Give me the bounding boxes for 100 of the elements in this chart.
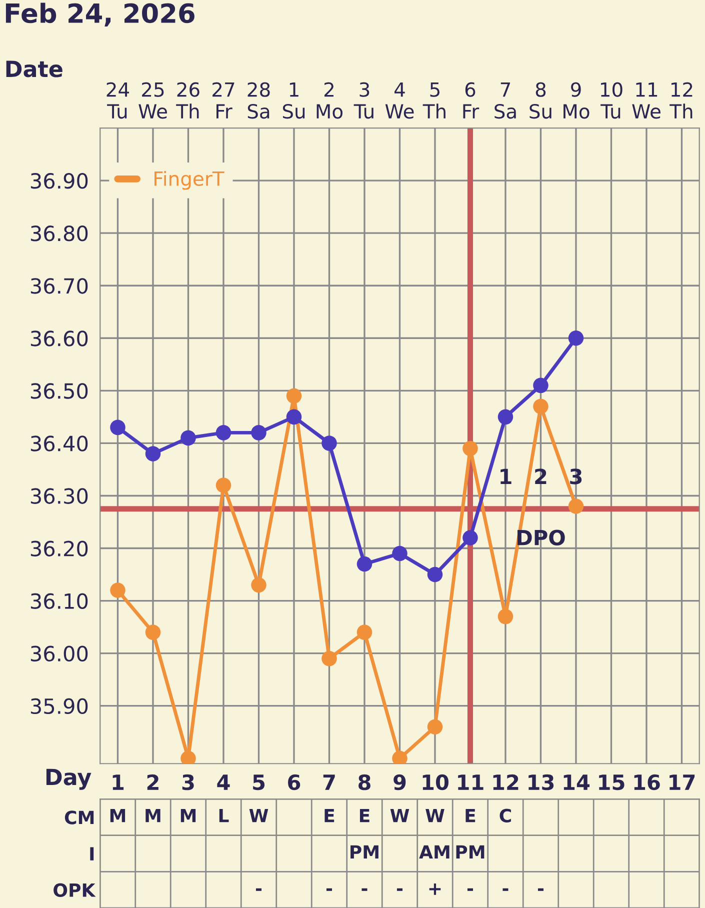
legend-label: FingerT	[154, 170, 224, 190]
text: E	[360, 809, 370, 822]
text: -	[502, 888, 508, 891]
text: +	[429, 884, 441, 895]
x-tick-label: 28 Sa	[248, 82, 270, 119]
point	[462, 530, 478, 546]
text: E	[466, 809, 476, 822]
point	[322, 436, 337, 451]
text: -	[467, 888, 474, 891]
point	[568, 330, 584, 346]
x-tick-label: 3	[182, 774, 194, 790]
point	[251, 577, 266, 593]
point	[286, 388, 302, 404]
text: -	[326, 888, 332, 891]
text: W	[249, 809, 268, 822]
y-tick-label: 36.90	[30, 173, 88, 189]
text: -	[362, 888, 368, 891]
x-tick-label: 25 We	[138, 82, 167, 119]
x-tick-label: 26 Th	[176, 82, 200, 118]
annotation: 1	[500, 468, 512, 484]
x-tick-label: 2 Mo	[316, 82, 343, 119]
x-tick-label: 27 Fr	[212, 82, 234, 118]
x-tick-label: 7	[323, 774, 335, 790]
point	[286, 409, 302, 425]
text: -	[396, 888, 403, 891]
y-tick-label: 36.40	[30, 436, 88, 452]
point	[356, 624, 372, 640]
point	[427, 566, 443, 582]
point	[145, 624, 161, 640]
point	[110, 582, 126, 598]
point	[568, 498, 584, 514]
x-tick-label: 7 Sa	[494, 82, 516, 119]
text: M	[146, 809, 160, 822]
text: W	[426, 809, 444, 822]
y-tick-label: 36.50	[30, 383, 88, 399]
x-tick-label: 15	[599, 774, 624, 790]
point	[216, 425, 232, 440]
y-tick-label: OPK	[54, 883, 96, 897]
point	[498, 608, 514, 624]
text: PM	[350, 845, 378, 858]
x-tick-label: 4	[217, 774, 230, 790]
point	[251, 425, 266, 440]
point	[533, 398, 548, 414]
text: -	[256, 888, 262, 891]
y-tick-label: 36.20	[30, 540, 88, 556]
y-tick-label: 36.30	[30, 488, 88, 504]
y-tick-label: I	[90, 847, 94, 860]
annotation: 3	[570, 468, 582, 484]
x-tick-label: 8 Su	[530, 82, 552, 119]
point	[533, 378, 548, 394]
point	[356, 556, 372, 572]
text: -	[538, 888, 544, 891]
x-tick-label: 9 Mo	[564, 82, 590, 119]
x-tick-label: 5 Th	[422, 82, 446, 118]
point	[392, 546, 408, 562]
x-tick-label: 9	[394, 774, 406, 790]
x-tick-label: 3 Tu	[354, 82, 374, 119]
x-axis-title: Day	[46, 768, 92, 790]
text: M	[180, 809, 196, 822]
point	[322, 650, 337, 666]
x-tick-label: 6 Fr	[463, 82, 480, 118]
x-tick-label: 10	[422, 774, 448, 790]
x-tick-label: 16	[634, 774, 660, 790]
point	[180, 430, 196, 446]
point	[216, 478, 232, 493]
x-tick-label: 1	[112, 774, 124, 790]
text: L	[219, 809, 229, 822]
text: M	[110, 809, 126, 822]
y-tick-label: 36.10	[30, 593, 88, 609]
x-tick-label: 8	[358, 774, 370, 790]
y-tick-label: 36.00	[30, 646, 88, 662]
x-axis-title: Date	[6, 60, 62, 78]
x-tick-label: 17	[670, 774, 695, 790]
x-tick-label: 12 Th	[670, 82, 692, 118]
annotation: 2	[535, 468, 546, 484]
point	[462, 440, 478, 456]
point	[145, 446, 161, 462]
point	[498, 409, 514, 425]
text: C	[500, 808, 511, 822]
x-tick-label: 10 Tu	[600, 82, 622, 119]
y-tick-label: 36.60	[30, 330, 88, 346]
x-tick-label: 24 Tu	[106, 82, 130, 119]
x-tick-label: 13	[528, 774, 554, 790]
text: W	[390, 809, 410, 822]
text: PM	[456, 845, 484, 858]
x-tick-label: 12	[493, 774, 518, 790]
y-tick-label: 36.80	[30, 226, 88, 242]
y-tick-label: CM	[64, 810, 94, 824]
x-tick-label: 14	[564, 774, 590, 790]
x-tick-label: 6	[288, 774, 300, 790]
x-tick-label: 11	[458, 774, 484, 790]
text: E	[324, 809, 334, 822]
x-tick-label: 1 Su	[282, 82, 305, 119]
chart-title: Feb 24, 2026	[6, 2, 194, 27]
text: AM	[419, 845, 450, 858]
x-tick-label: 5	[253, 774, 265, 790]
point	[427, 719, 443, 734]
y-tick-label: 35.90	[30, 698, 88, 714]
x-tick-label: 11 We	[632, 82, 660, 119]
x-tick-label: 2	[147, 774, 158, 790]
